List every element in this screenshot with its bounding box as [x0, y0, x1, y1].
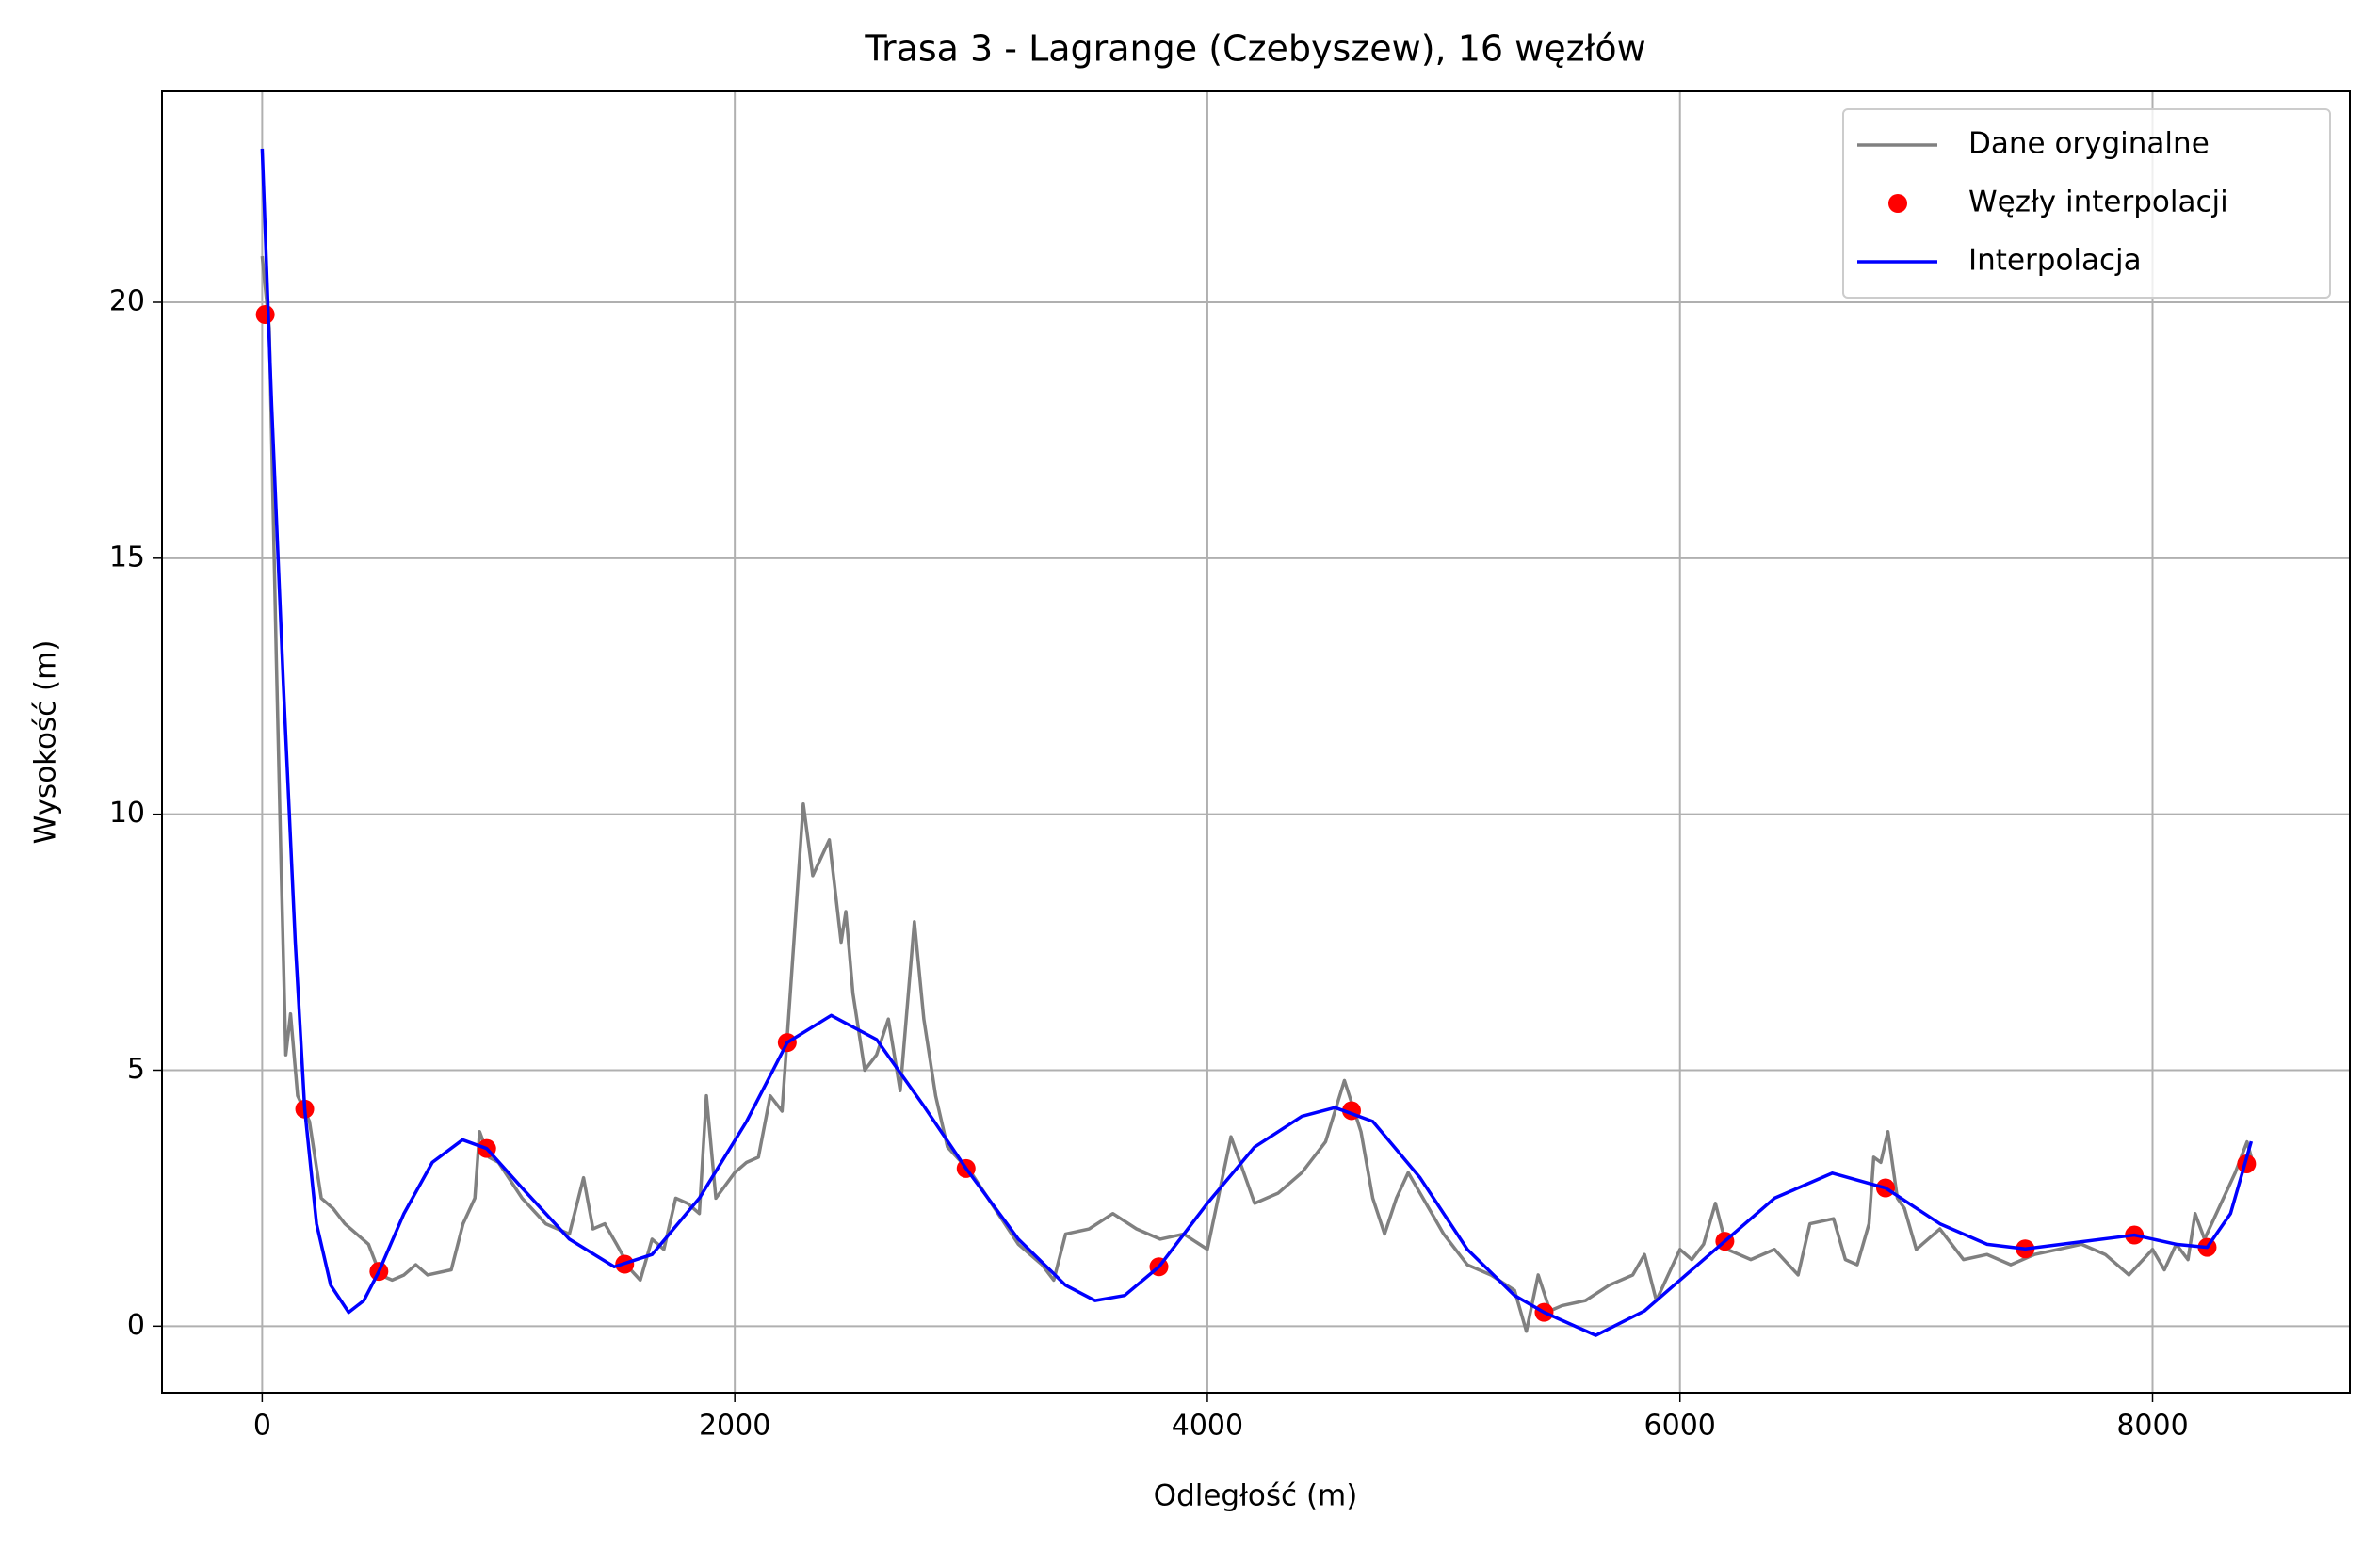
y-tick-label: 5: [127, 1053, 145, 1086]
y-tick-label: 0: [127, 1309, 145, 1342]
y-tick-label: 20: [109, 284, 145, 317]
x-tick-label: 0: [253, 1410, 271, 1443]
chart-title: Trasa 3 - Lagrange (Czebyszew), 16 węzłó…: [864, 28, 1645, 70]
series-line: [260, 255, 2254, 1333]
x-axis-label: Odległość (m): [1154, 1479, 1358, 1513]
plot-frame: [161, 90, 2351, 1394]
y-tick-label: 15: [109, 541, 145, 573]
legend-label: Interpolacja: [1968, 244, 2142, 278]
x-tick-label: 4000: [1172, 1410, 1243, 1443]
y-axis-label: Wysokość (m): [29, 640, 63, 845]
y-tick-label: 10: [109, 797, 145, 830]
series-line: [260, 148, 2254, 1337]
legend-label: Dane oryginalne: [1968, 127, 2210, 161]
legend-marker: [1888, 194, 1907, 213]
legend-label: Węzły interpolacji: [1968, 186, 2228, 219]
node-marker: [255, 305, 275, 325]
legend-box: [1842, 108, 2331, 299]
x-tick-label: 6000: [1644, 1410, 1716, 1443]
x-tick-label: 2000: [699, 1410, 770, 1443]
x-tick-label: 8000: [2116, 1410, 2188, 1443]
